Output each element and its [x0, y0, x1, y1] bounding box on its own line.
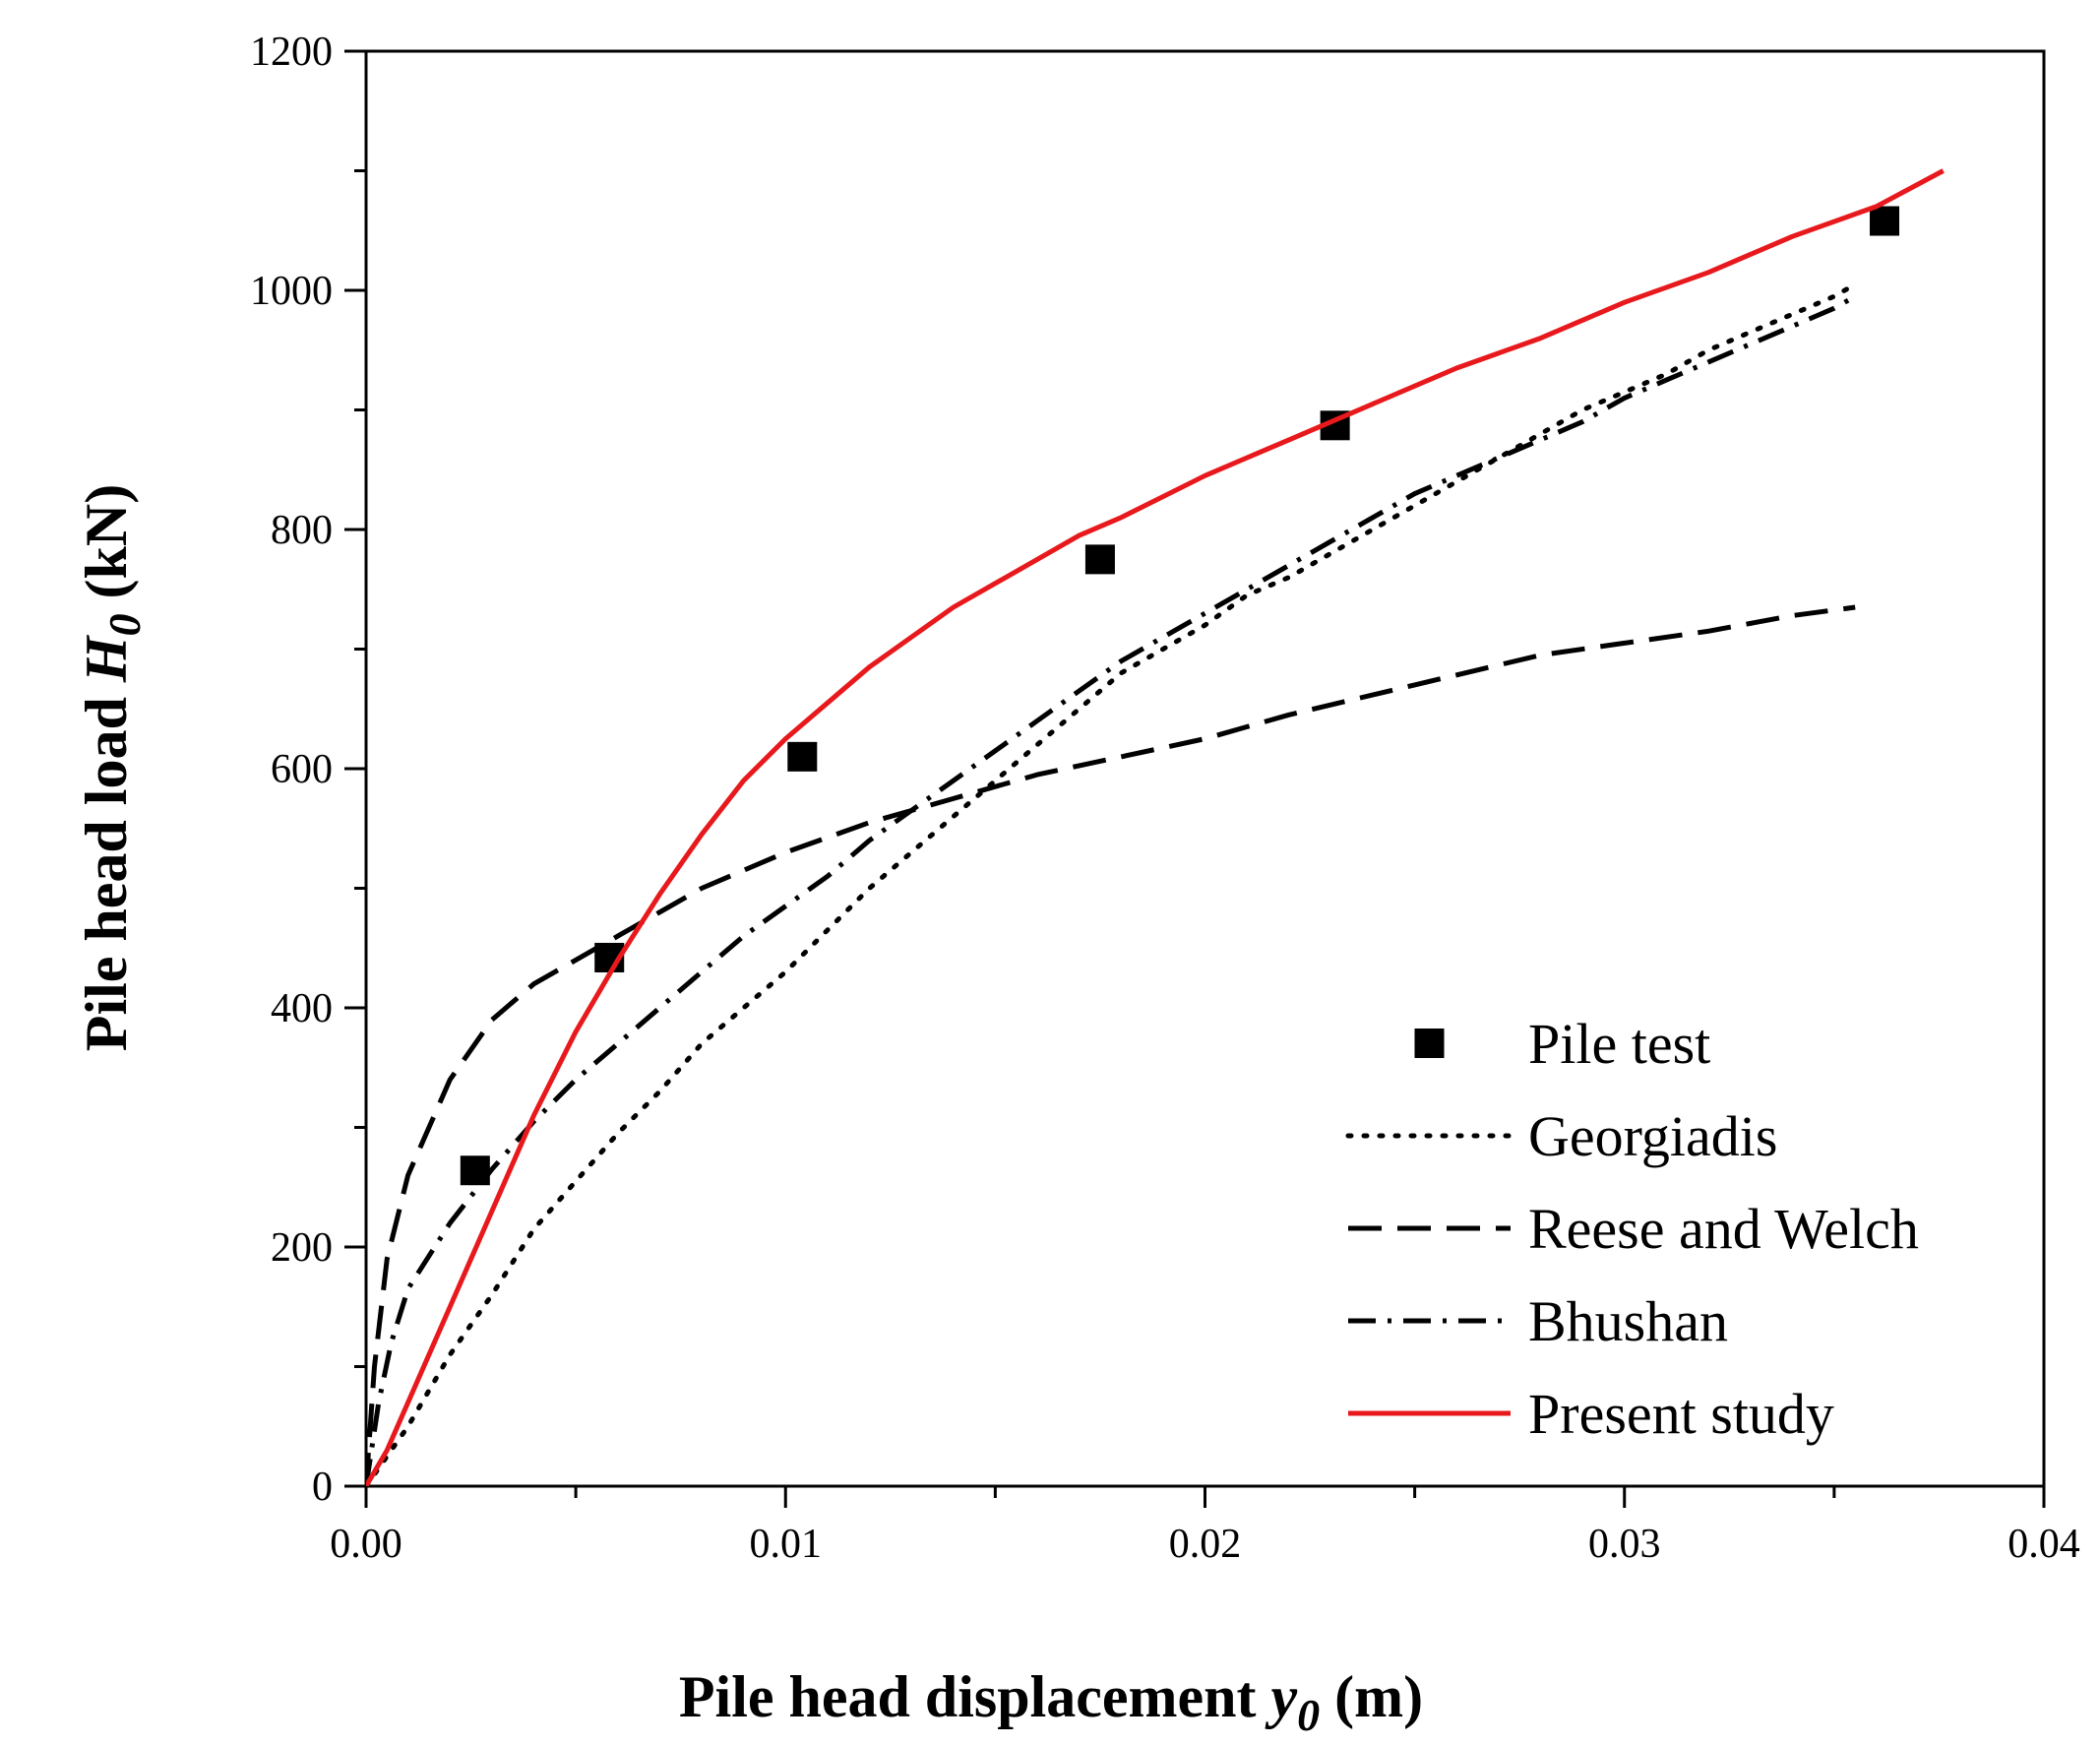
legend-label: Bhushan	[1528, 1289, 1728, 1353]
series-line-georgiadis	[366, 281, 1858, 1486]
y-axis-title-var: H	[74, 634, 139, 683]
y-tick-label: 1000	[250, 269, 333, 314]
x-axis-title-text: Pile head displacement	[679, 1664, 1257, 1729]
y-tick-label: 200	[271, 1225, 333, 1271]
legend-item-bhushan: Bhushan	[1348, 1289, 1728, 1353]
legend-item-reese-and-welch: Reese and Welch	[1348, 1197, 1919, 1261]
x-tick-label: 0.02	[1169, 1522, 1242, 1567]
x-axis-title-sub: 0	[1297, 1690, 1320, 1740]
axes: 0.00 0.01 0.02 0.03 0.04 0 200 400 600 800 1000 12…	[250, 30, 2080, 1567]
series-layer	[366, 168, 1945, 1486]
y-tick-label: 600	[271, 747, 333, 792]
legend-marker	[1414, 1029, 1445, 1058]
series-line-bhushan	[366, 293, 1857, 1486]
series-line-present-study	[366, 168, 1945, 1486]
legend-item-present-study: Present study	[1348, 1382, 1834, 1446]
data-point	[1870, 206, 1900, 236]
y-axis-title-text: Pile head load	[74, 697, 139, 1051]
x-tick-label: 0.04	[2007, 1522, 2080, 1567]
legend-label: Present study	[1528, 1382, 1834, 1446]
x-axis-ticks: 0.00 0.01 0.02 0.03 0.04	[330, 1486, 2080, 1567]
legend-label: Pile test	[1528, 1012, 1710, 1076]
series-line-reese-and-welch	[366, 604, 1856, 1486]
y-tick-label: 1200	[250, 30, 333, 75]
y-tick-label: 400	[271, 986, 333, 1031]
x-tick-label: 0.00	[330, 1522, 402, 1567]
x-axis-title-var: y	[1266, 1664, 1298, 1729]
plot-frame	[364, 49, 2046, 1488]
y-axis-title-sub: 0	[99, 613, 150, 636]
y-axis-ticks: 0 200 400 600 800 1000 1200	[250, 30, 366, 1510]
legend-label: Reese and Welch	[1528, 1197, 1919, 1261]
y-axis-title: Pile head load H0 (kN)	[74, 484, 150, 1051]
x-tick-label: 0.01	[750, 1522, 823, 1567]
legend: Pile test Georgiadis Reese and Welch Bhusha…	[1345, 1012, 1919, 1446]
y-tick-label: 800	[271, 508, 333, 553]
data-point	[1084, 544, 1115, 575]
legend-label: Georgiadis	[1528, 1104, 1777, 1168]
data-point	[787, 741, 818, 772]
x-tick-label: 0.03	[1588, 1522, 1661, 1567]
legend-item-pile-test: Pile test	[1414, 1012, 1710, 1076]
y-axis-title-unit: (kN)	[74, 484, 139, 599]
x-axis-title-unit: (m)	[1334, 1664, 1423, 1729]
series-pile-test	[460, 206, 1900, 1186]
legend-item-georgiadis: Georgiadis	[1345, 1104, 1777, 1168]
y-tick-label: 0	[312, 1465, 333, 1510]
x-axis-title: Pile head displacement y0 (m)	[679, 1664, 1423, 1740]
